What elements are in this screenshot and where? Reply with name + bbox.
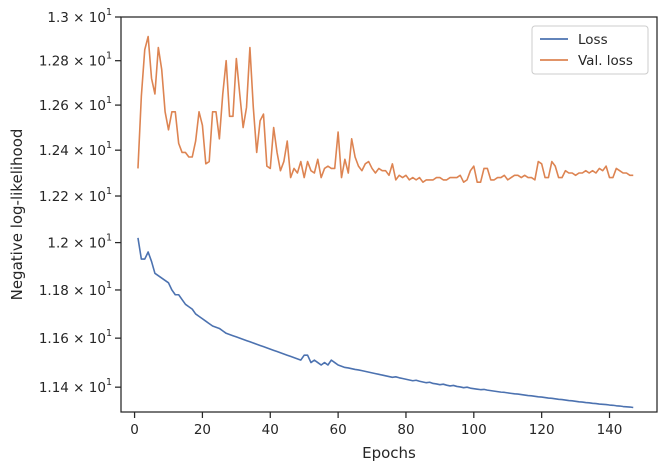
y-tick-label: 1.14 × 101: [39, 377, 112, 396]
series-line-0: [137, 237, 634, 409]
y-tick-mantissa: 1.26 × 10: [39, 98, 106, 114]
y-tick-mantissa: 1.28 × 10: [39, 54, 106, 70]
x-tick-label: 20: [194, 422, 211, 438]
y-tick-mantissa: 1.24 × 10: [39, 143, 106, 159]
legend-label-1: Val. loss: [578, 53, 633, 69]
x-axis-label: Epochs: [362, 444, 416, 462]
y-tick-label: 1.3 × 101: [47, 7, 112, 26]
axes-frame: [120, 16, 658, 413]
x-axis-ticks: 0 20 40 60 80 100 120 140: [130, 412, 622, 438]
legend: Loss Val. loss: [531, 25, 649, 75]
x-tick-label: 120: [529, 422, 555, 438]
y-tick-exponent: 1: [106, 95, 112, 106]
y-tick-mantissa: 1.18 × 10: [39, 283, 106, 299]
y-tick-exponent: 1: [106, 51, 112, 62]
y-tick-mantissa: 1.14 × 10: [39, 380, 106, 396]
y-tick-label: 1.24 × 101: [39, 140, 112, 159]
y-tick-exponent: 1: [106, 140, 112, 151]
legend-label-0: Loss: [578, 32, 608, 48]
y-tick-exponent: 1: [106, 377, 112, 388]
x-tick-label: 60: [330, 422, 347, 438]
y-tick-label: 1.22 × 101: [39, 186, 112, 205]
y-tick-label: 1.2 × 101: [47, 233, 112, 252]
y-tick-mantissa: 1.22 × 10: [39, 189, 106, 205]
x-tick-label: 0: [130, 422, 139, 438]
y-tick-label: 1.18 × 101: [39, 280, 112, 299]
plot-area: [137, 35, 634, 409]
series-line-1: [137, 35, 634, 183]
y-tick-label: 1.28 × 101: [39, 51, 112, 70]
y-tick-exponent: 1: [106, 280, 112, 291]
x-tick-label: 140: [597, 422, 623, 438]
x-tick-label: 40: [262, 422, 279, 438]
x-tick-label: 80: [397, 422, 414, 438]
y-tick-label: 1.26 × 101: [39, 95, 112, 114]
y-tick-label: 1.16 × 101: [39, 328, 112, 347]
y-tick-mantissa: 1.16 × 10: [39, 331, 106, 347]
y-axis-label: Negative log-likelihood: [8, 129, 26, 301]
y-tick-exponent: 1: [106, 186, 112, 197]
y-tick-exponent: 1: [106, 7, 112, 18]
legend-box: [531, 25, 649, 75]
y-tick-mantissa: 1.2 × 10: [47, 236, 106, 252]
x-tick-label: 100: [461, 422, 487, 438]
y-tick-exponent: 1: [106, 328, 112, 339]
y-tick-exponent: 1: [106, 233, 112, 244]
y-tick-mantissa: 1.3 × 10: [47, 10, 106, 26]
